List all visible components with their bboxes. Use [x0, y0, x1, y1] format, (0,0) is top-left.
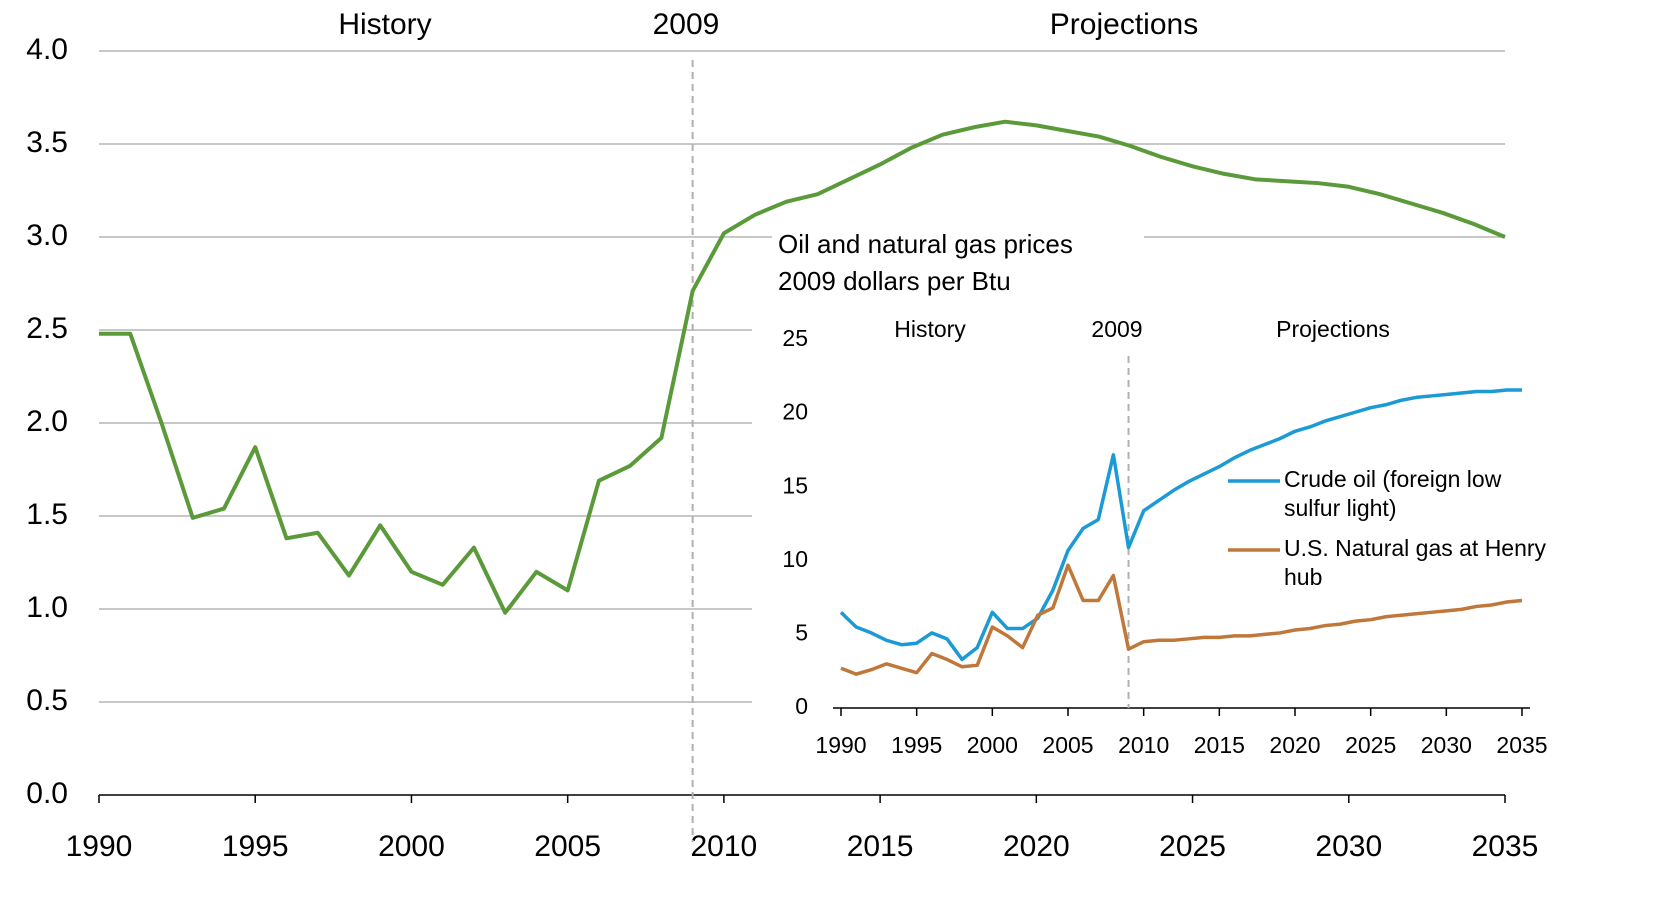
annotation: Projections [1050, 8, 1198, 41]
x-tick-label: 2020 [1269, 732, 1320, 758]
x-tick-label: 2030 [1315, 830, 1382, 863]
x-tick-label: 2000 [378, 830, 445, 863]
inset-subtitle: 2009 dollars per Btu [778, 266, 1011, 296]
x-tick-label: 2015 [1194, 732, 1245, 758]
x-tick-label: 2005 [1042, 732, 1093, 758]
x-tick-label: 2035 [1472, 830, 1539, 863]
y-tick-label: 2.0 [26, 405, 68, 438]
y-tick-label: 3.0 [26, 219, 68, 252]
y-tick-label: 0 [795, 693, 808, 719]
y-tick-label: 0.5 [26, 684, 68, 717]
inset-background [772, 226, 1144, 266]
x-tick-label: 1995 [222, 830, 289, 863]
legend-item: U.S. Natural gas at Henry hub [1284, 535, 1547, 590]
y-tick-label: 15 [782, 472, 808, 498]
inset-background [752, 262, 1562, 786]
x-tick-label: 2035 [1496, 732, 1547, 758]
x-tick-label: 2005 [534, 830, 601, 863]
y-tick-label: 20 [782, 399, 808, 425]
x-tick-label: 2020 [1003, 830, 1070, 863]
inset-title: Oil and natural gas prices [778, 229, 1073, 259]
series-line [839, 388, 1522, 662]
y-tick-label: 5 [795, 619, 808, 645]
legend-label: Crude oil (foreign low sulfur light) [1284, 466, 1502, 521]
y-tick-label: 2.5 [26, 312, 68, 345]
annotation: History [894, 316, 966, 342]
x-tick-label: 2010 [691, 830, 758, 863]
y-tick-label: 4.0 [26, 33, 68, 66]
annotation: 2009 [653, 8, 720, 41]
annotation: History [338, 8, 431, 41]
series-line [840, 563, 1523, 676]
x-tick-label: 2025 [1345, 732, 1396, 758]
y-tick-label: 1.0 [26, 591, 68, 624]
y-tick-label: 0.0 [26, 777, 68, 810]
y-tick-label: 3.5 [26, 126, 68, 159]
x-tick-label: 2000 [967, 732, 1018, 758]
x-tick-label: 1990 [815, 732, 866, 758]
y-tick-label: 1.5 [26, 498, 68, 531]
annotation: Projections [1276, 316, 1390, 342]
x-tick-label: 2010 [1118, 732, 1169, 758]
x-tick-label: 1995 [891, 732, 942, 758]
legend-item: Crude oil (foreign low sulfur light) [1284, 466, 1502, 521]
x-tick-label: 2030 [1421, 732, 1472, 758]
y-tick-label: 25 [782, 325, 808, 351]
x-tick-label: 2025 [1159, 830, 1226, 863]
x-tick-label: 2015 [847, 830, 914, 863]
y-tick-label: 10 [782, 546, 808, 572]
annotation: 2009 [1091, 316, 1142, 342]
series-line [99, 119, 1506, 615]
x-tick-label: 1990 [66, 830, 133, 863]
legend-label: U.S. Natural gas at Henry hub [1284, 535, 1547, 590]
